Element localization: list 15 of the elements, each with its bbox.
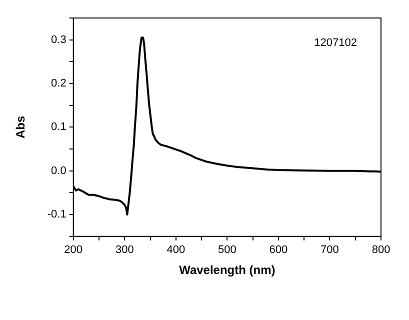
x-tick-label: 800: [372, 244, 390, 256]
x-tick-label: 300: [115, 244, 134, 256]
x-tick-label: 200: [64, 244, 83, 256]
y-tick-label: 0.2: [51, 78, 66, 90]
y-tick-label: -0.1: [47, 208, 66, 221]
x-tick-label: 600: [269, 244, 288, 256]
y-tick-label: 0.0: [51, 164, 66, 177]
x-tick-label: 400: [166, 244, 186, 256]
annotation: 1207102: [314, 37, 357, 49]
x-tick-label: 700: [320, 244, 339, 256]
y-tick-label: 0.3: [51, 34, 66, 46]
x-tick-label: 500: [218, 244, 236, 256]
x-axis-title: Wavelength (nm): [179, 263, 276, 278]
y-axis-title: Abs: [14, 116, 28, 139]
y-tick-label: 0.1: [51, 121, 66, 134]
